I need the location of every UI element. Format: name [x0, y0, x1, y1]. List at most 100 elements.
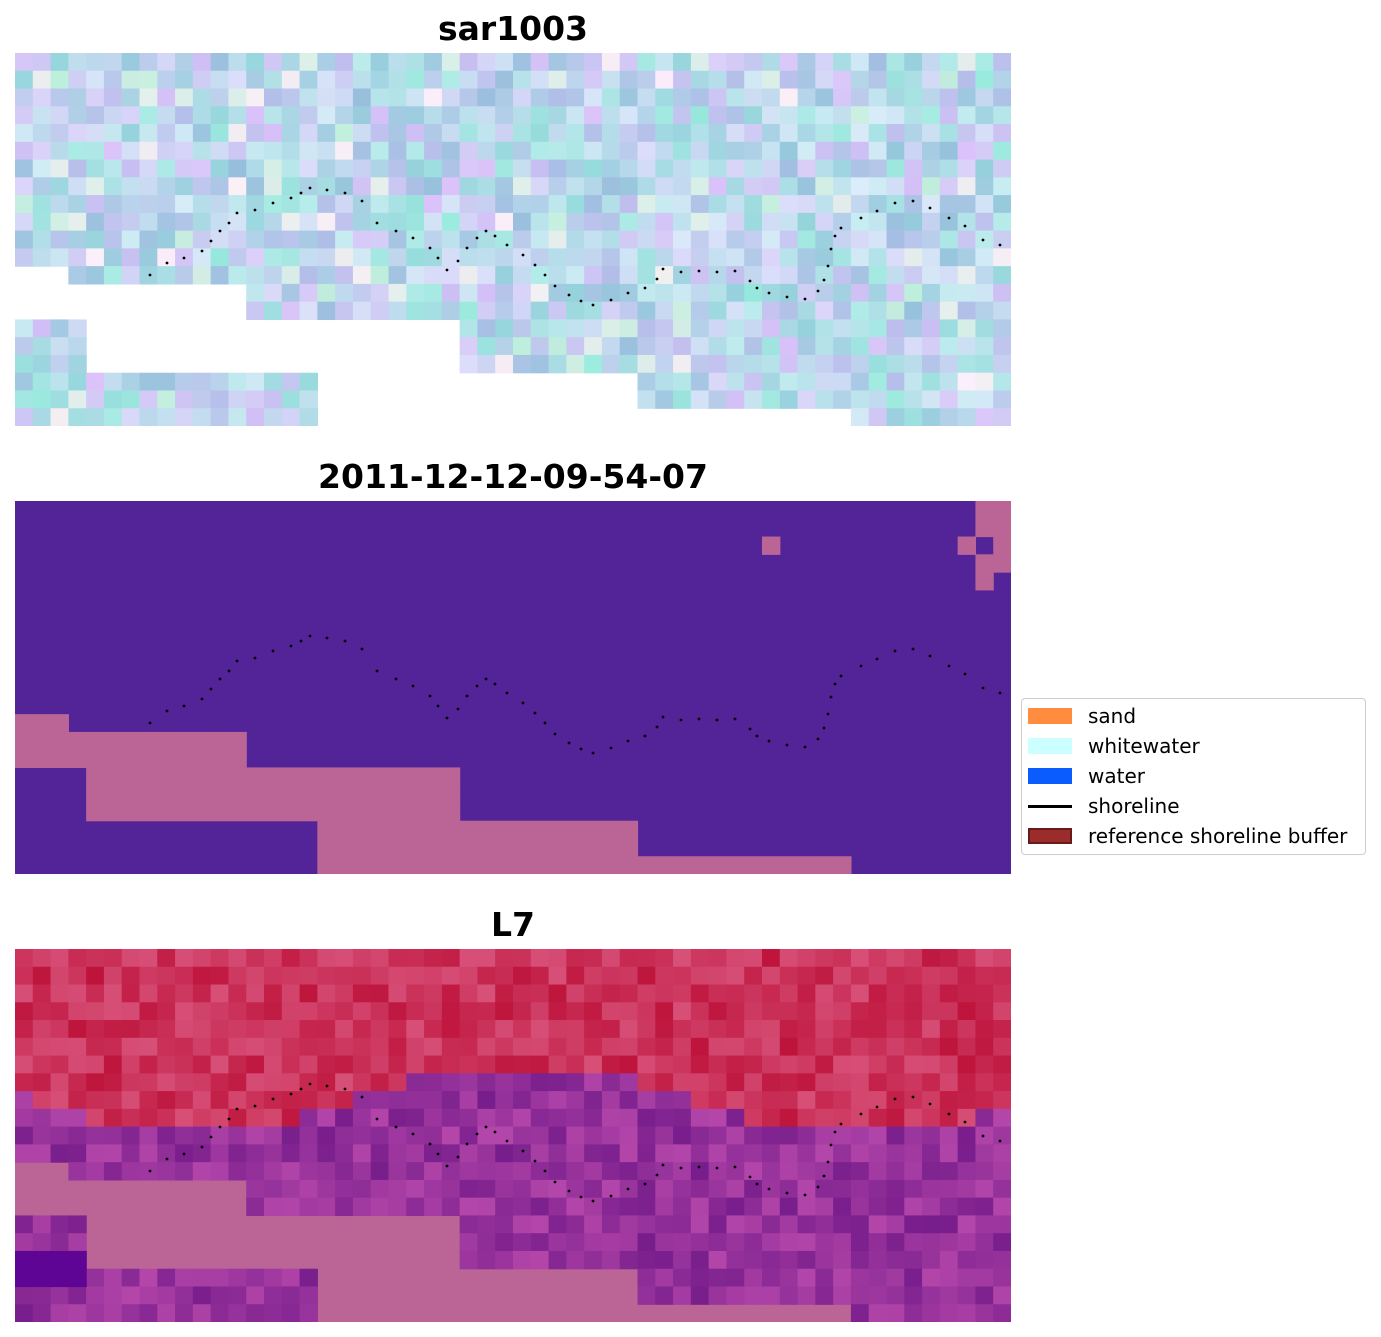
l7-pixel: [708, 966, 728, 986]
l7-pixel: [833, 1091, 852, 1110]
l7-pixel: [513, 1091, 532, 1110]
l7-pixel: [975, 1073, 994, 1092]
sar-pixel: [424, 53, 443, 72]
l7-pixel: [584, 1250, 603, 1270]
l7-pixel: [815, 1215, 834, 1234]
sar-pixel: [886, 248, 905, 267]
sar-pixel: [939, 195, 959, 214]
sar-pixel: [904, 177, 923, 196]
sar-pixel: [744, 266, 763, 285]
l7-pixel: [68, 1144, 87, 1163]
sar-pixel: [922, 283, 941, 303]
l7-pixel: [68, 1037, 87, 1057]
l7-pixel: [281, 1144, 301, 1163]
l7-pixel: [192, 949, 212, 968]
l7-pixel: [655, 1268, 674, 1288]
sar-pixel: [548, 195, 567, 214]
legend-swatch-reference-buffer: [1028, 828, 1072, 844]
sar-pixel: [850, 283, 870, 303]
sar-pixel: [815, 124, 834, 143]
l7-pixel: [264, 1179, 283, 1199]
l7-pixel: [939, 966, 959, 986]
l7-pixel: [797, 1250, 816, 1270]
sar-pixel: [993, 372, 1011, 392]
sar-pixel: [335, 141, 354, 161]
sar-pixel: [975, 53, 994, 72]
l7-pixel: [762, 1091, 781, 1110]
l7-pixel: [637, 1108, 656, 1128]
class-masked-pixel: [441, 785, 461, 804]
sar-pixel: [317, 301, 336, 321]
sar-pixel: [673, 212, 692, 232]
sar-pixel: [424, 106, 443, 125]
l7-pixel: [86, 1037, 105, 1057]
l7-pixel: [904, 1108, 923, 1128]
l7-pixel: [477, 1179, 496, 1199]
l7-pixel: [566, 1197, 585, 1217]
shoreline-point: [816, 289, 820, 293]
l7-pixel: [922, 949, 941, 968]
sar-pixel: [762, 266, 781, 285]
class-masked-pixel: [281, 802, 301, 822]
sar-pixel: [68, 124, 87, 143]
sar-pixel: [815, 106, 834, 125]
sar-pixel: [815, 88, 834, 107]
sar-pixel: [797, 212, 816, 232]
sar-pixel: [904, 301, 923, 321]
l7-pixel: [673, 1215, 692, 1234]
l7-pixel: [32, 966, 52, 986]
l7-pixel: [264, 949, 283, 968]
sar-pixel: [50, 195, 69, 214]
sar-pixel: [850, 337, 870, 356]
l7-pixel: [619, 1126, 639, 1145]
l7-pixel: [459, 1215, 479, 1234]
shoreline-point: [182, 704, 186, 708]
sar-pixel: [299, 408, 318, 426]
l7-pixel: [103, 1108, 123, 1128]
sar-pixel: [939, 301, 959, 321]
l7-pixel: [673, 1268, 692, 1288]
l7-pixel: [566, 1233, 585, 1252]
sar-pixel: [690, 141, 710, 161]
sar-pixel: [762, 230, 781, 249]
l7-pixel: [157, 966, 176, 986]
l7-pixel: [850, 1037, 870, 1057]
sar-pixel: [779, 106, 799, 125]
sar-pixel: [584, 319, 603, 338]
l7-pixel: [797, 1197, 816, 1217]
shoreline-point: [591, 303, 595, 307]
sar-pixel: [904, 106, 923, 125]
class-masked-pixel: [797, 856, 816, 874]
l7-pixel: [495, 1037, 514, 1057]
sar-pixel: [886, 283, 905, 303]
sar-pixel: [32, 124, 52, 143]
l7-pixel: [441, 1108, 461, 1128]
class-masked-pixel: [281, 785, 301, 804]
l7-pixel: [904, 1250, 923, 1270]
sar-pixel: [68, 106, 87, 125]
sar-pixel: [744, 283, 763, 303]
classification-panel: [15, 501, 1011, 874]
sar-pixel: [726, 230, 745, 249]
l7-pixel: [655, 949, 674, 968]
l7-pixel: [797, 1055, 816, 1074]
sar-pixel: [86, 372, 105, 392]
sar-pixel: [690, 177, 710, 196]
sar-pixel: [495, 159, 514, 178]
l7-pixel: [210, 966, 230, 986]
sar-pixel: [121, 390, 141, 409]
shoreline-point: [833, 682, 837, 686]
l7-pixel: [815, 984, 834, 1003]
l7-pixel: [103, 1286, 123, 1305]
sar-pixel: [850, 88, 870, 107]
sar-pixel: [281, 212, 301, 232]
l7-pixel: [548, 949, 567, 968]
l7-pixel: [68, 949, 87, 968]
l7-pixel: [157, 1268, 176, 1288]
sar-pixel: [833, 159, 852, 178]
sar-pixel: [762, 88, 781, 107]
sar-pixel: [139, 177, 158, 196]
sar-pixel: [459, 354, 479, 374]
shoreline-point: [767, 739, 771, 743]
class-masked-pixel: [335, 767, 354, 786]
